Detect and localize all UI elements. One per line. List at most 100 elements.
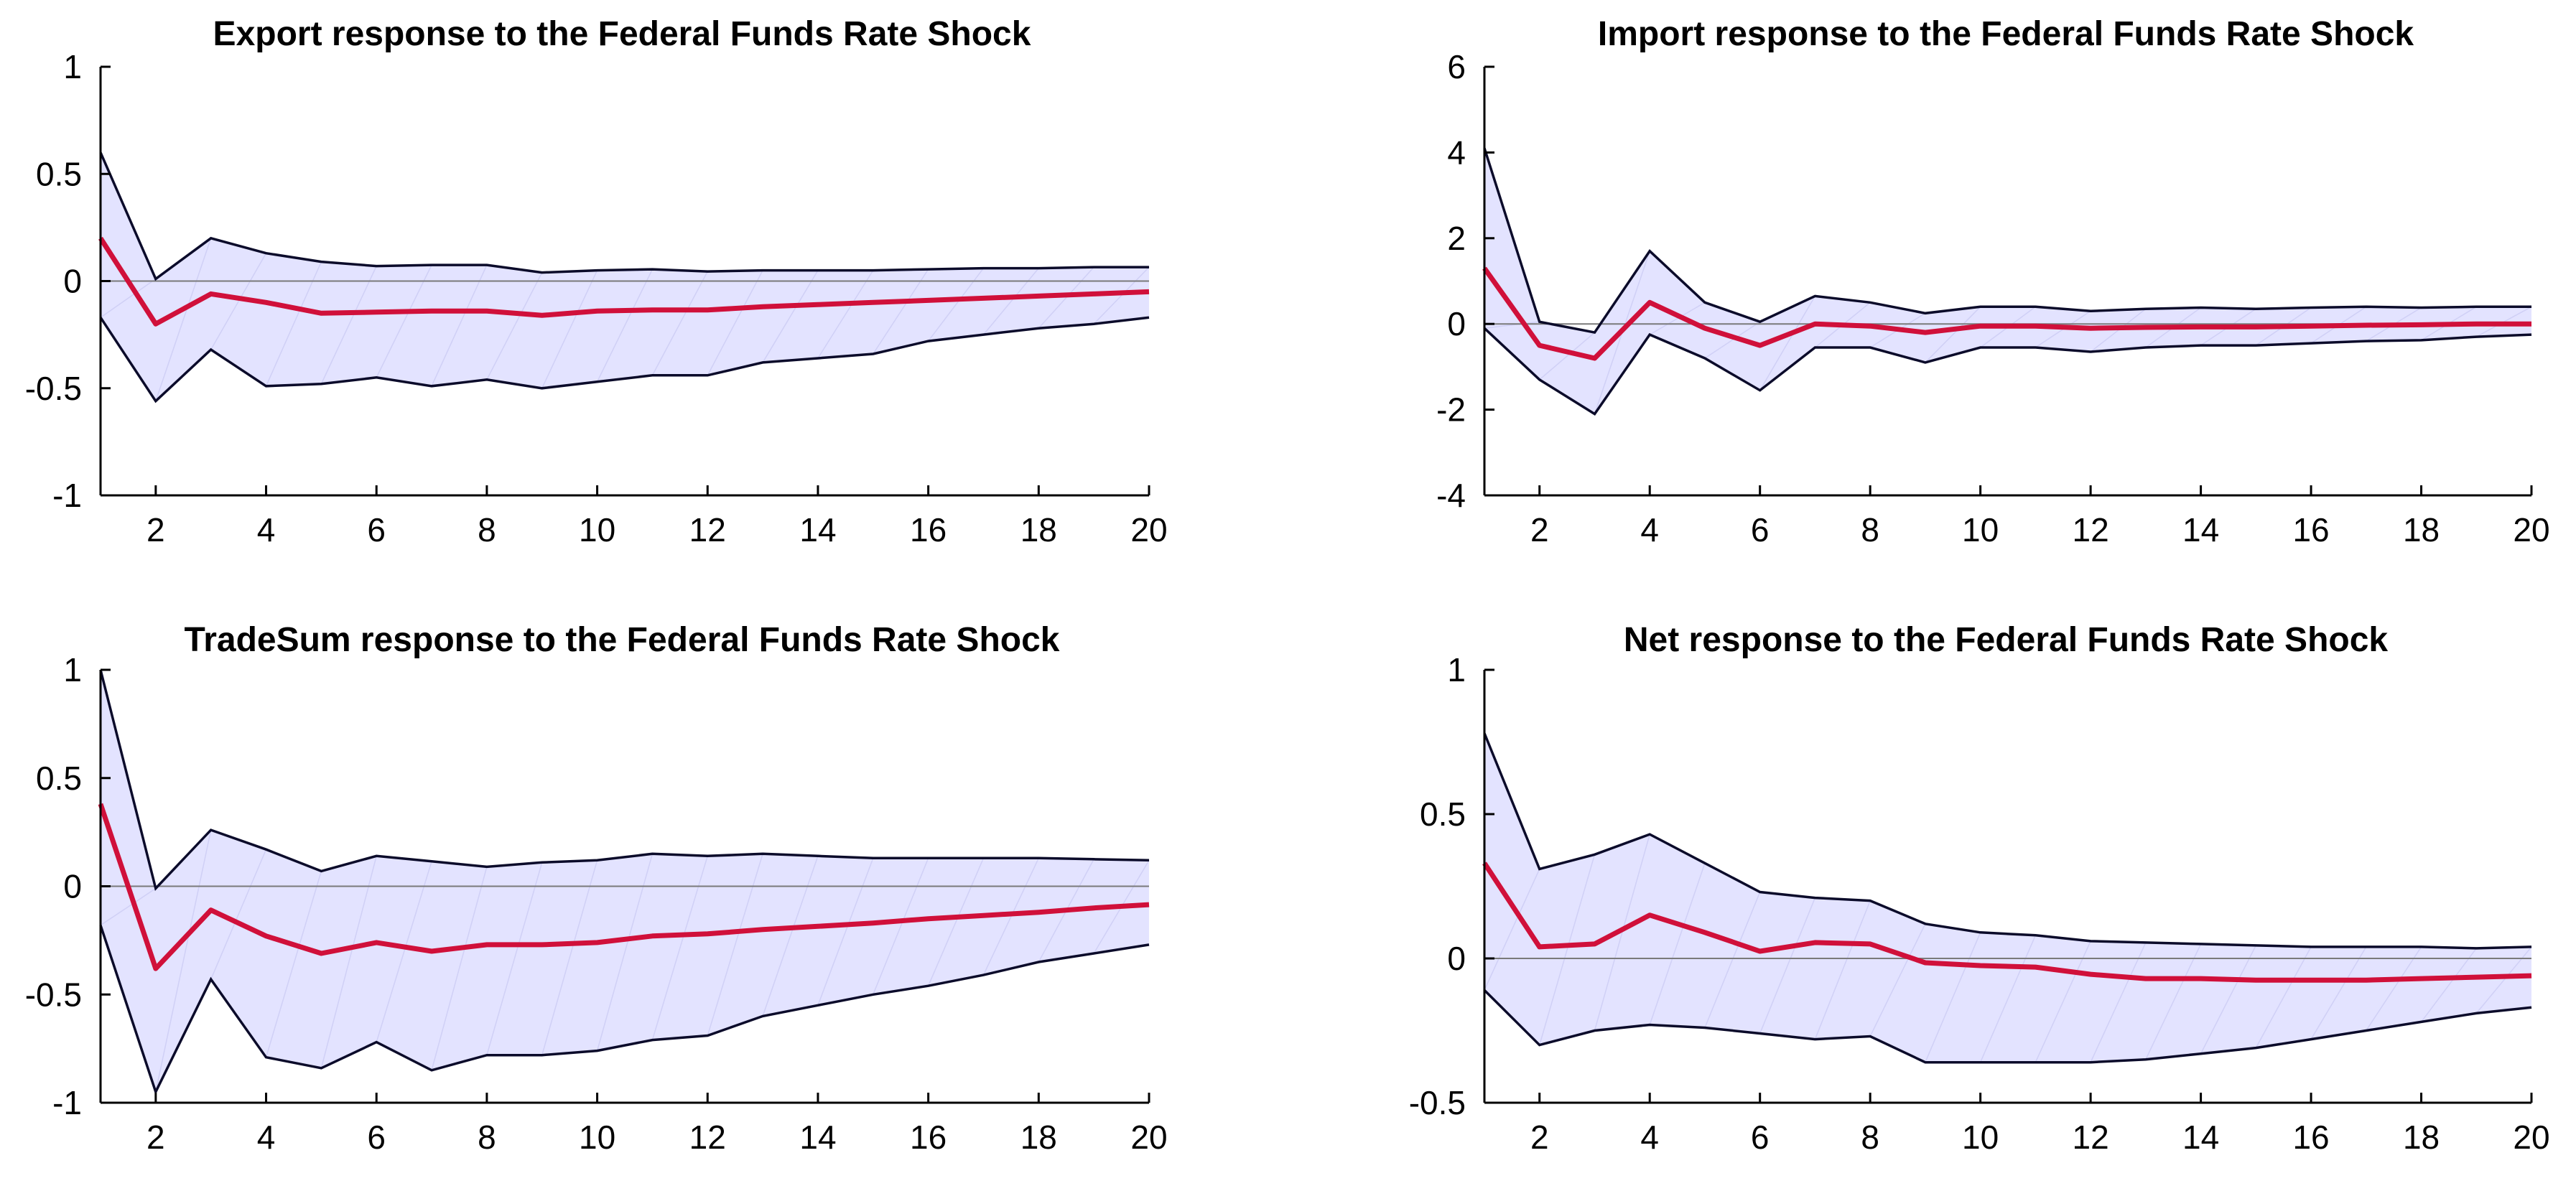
x-tick-label: 18 bbox=[1020, 1119, 1057, 1156]
x-tick-label: 2 bbox=[147, 511, 165, 548]
y-tick-label: 6 bbox=[1447, 48, 1466, 85]
y-tick-label: -0.5 bbox=[1409, 1084, 1466, 1121]
band-mesh-line bbox=[1925, 306, 1981, 363]
band-mesh-line bbox=[1038, 266, 1094, 329]
upper-band-line bbox=[99, 151, 1149, 281]
y-tick-label: 0 bbox=[63, 263, 82, 300]
band-mesh-line bbox=[1649, 863, 1706, 1025]
band-mesh-line bbox=[1484, 869, 1540, 991]
lower-band-line bbox=[1483, 989, 2532, 1064]
y-tick-label: -4 bbox=[1436, 477, 1466, 514]
band-mesh-line bbox=[817, 858, 874, 1006]
band-mesh-line bbox=[376, 861, 432, 1042]
x-tick-label: 10 bbox=[579, 1119, 615, 1156]
band-mesh-line bbox=[320, 856, 377, 1068]
y-tick-label: 1 bbox=[63, 48, 82, 85]
band-mesh-line bbox=[651, 271, 708, 376]
x-tick-label: 8 bbox=[478, 511, 496, 548]
band-mesh-line bbox=[376, 264, 432, 378]
y-tick-label: 0.5 bbox=[36, 155, 82, 192]
response-line bbox=[1482, 266, 2531, 361]
band-mesh-line bbox=[1869, 923, 1926, 1037]
confidence-band bbox=[1484, 148, 2531, 414]
tradesum-response-panel: TradeSum response to the Federal Funds R… bbox=[25, 621, 1168, 1156]
x-tick-label: 20 bbox=[1130, 1119, 1167, 1156]
band-mesh-line bbox=[1759, 897, 1816, 1034]
band-mesh-line bbox=[265, 261, 322, 387]
x-tick-label: 16 bbox=[910, 511, 947, 548]
band-mesh-line bbox=[431, 264, 488, 387]
x-tick-label: 16 bbox=[910, 1119, 947, 1156]
y-tick-label: -0.5 bbox=[25, 370, 82, 407]
y-tick-label: -1 bbox=[52, 477, 82, 514]
x-tick-label: 20 bbox=[1130, 511, 1167, 548]
lower-band-line bbox=[1483, 327, 2532, 416]
x-tick-label: 6 bbox=[1751, 511, 1770, 548]
x-tick-label: 10 bbox=[1962, 511, 1999, 548]
confidence-band bbox=[1484, 733, 2531, 1063]
x-tick-label: 6 bbox=[367, 511, 386, 548]
x-tick-label: 12 bbox=[2073, 511, 2109, 548]
band-mesh-line bbox=[155, 829, 212, 1093]
band-mesh-line bbox=[541, 270, 598, 389]
band-mesh-line bbox=[1539, 854, 1596, 1045]
band-mesh-line bbox=[1093, 266, 1150, 324]
band-mesh-line bbox=[2310, 946, 2367, 1040]
x-tick-label: 12 bbox=[689, 1119, 726, 1156]
band-mesh-line bbox=[210, 849, 267, 980]
band-mesh-line bbox=[2366, 946, 2422, 1031]
band-mesh-line bbox=[707, 854, 763, 1036]
band-mesh-line bbox=[596, 269, 654, 383]
lower-band-line bbox=[99, 925, 1150, 1096]
y-tick-label: 2 bbox=[1447, 220, 1466, 257]
band-mesh-line bbox=[155, 238, 212, 401]
y-tick-label: 1 bbox=[1447, 651, 1466, 688]
x-tick-label: 8 bbox=[1861, 511, 1879, 548]
y-tick-label: 0 bbox=[1447, 305, 1466, 342]
x-tick-label: 18 bbox=[2403, 1119, 2440, 1156]
x-tick-label: 12 bbox=[689, 511, 726, 548]
x-tick-label: 8 bbox=[1861, 1119, 1879, 1156]
band-mesh-line bbox=[817, 270, 874, 359]
chart-title: Net response to the Federal Funds Rate S… bbox=[1624, 621, 2389, 659]
x-tick-label: 14 bbox=[799, 511, 836, 548]
band-mesh-line bbox=[873, 269, 929, 355]
x-tick-label: 8 bbox=[478, 1119, 496, 1156]
lower-band-line bbox=[99, 316, 1150, 403]
net-response-panel: Net response to the Federal Funds Rate S… bbox=[1409, 621, 2550, 1156]
x-tick-label: 14 bbox=[799, 1119, 836, 1156]
response-line bbox=[1482, 862, 2532, 983]
export-response-panel: Export response to the Federal Funds Rat… bbox=[25, 15, 1168, 548]
y-tick-label: -1 bbox=[52, 1084, 82, 1121]
band-mesh-line bbox=[1649, 302, 1706, 335]
chart-title: Export response to the Federal Funds Rat… bbox=[213, 15, 1031, 53]
band-mesh-line bbox=[486, 862, 543, 1055]
y-tick-label: 0 bbox=[1447, 940, 1466, 977]
upper-band-line bbox=[1483, 147, 2531, 335]
response-line bbox=[98, 236, 1150, 327]
band-mesh-line bbox=[1979, 935, 2037, 1063]
x-tick-label: 14 bbox=[2182, 511, 2219, 548]
x-tick-label: 4 bbox=[1640, 511, 1659, 548]
band-mesh-line bbox=[707, 270, 763, 376]
x-tick-label: 14 bbox=[2182, 1119, 2219, 1156]
x-tick-label: 6 bbox=[1751, 1119, 1770, 1156]
band-mesh-line bbox=[762, 856, 819, 1017]
import-response-panel: Import response to the Federal Funds Rat… bbox=[1436, 15, 2549, 548]
x-tick-label: 4 bbox=[257, 511, 276, 548]
band-mesh-line bbox=[320, 266, 377, 385]
band-mesh-line bbox=[486, 272, 543, 380]
band-mesh-line bbox=[1594, 834, 1650, 1031]
confidence-band bbox=[101, 670, 1149, 1092]
x-tick-label: 4 bbox=[1640, 1119, 1659, 1156]
y-tick-label: -0.5 bbox=[25, 976, 82, 1013]
band-mesh-line bbox=[1704, 892, 1761, 1028]
band-mesh-line bbox=[927, 858, 985, 986]
band-mesh-line bbox=[2420, 948, 2477, 1022]
x-tick-label: 10 bbox=[1962, 1119, 1999, 1156]
band-mesh-line bbox=[2035, 940, 2091, 1063]
upper-band-line bbox=[1483, 732, 2532, 950]
band-mesh-line bbox=[100, 887, 157, 926]
band-mesh-line bbox=[982, 268, 1039, 335]
band-mesh-line bbox=[265, 871, 322, 1057]
